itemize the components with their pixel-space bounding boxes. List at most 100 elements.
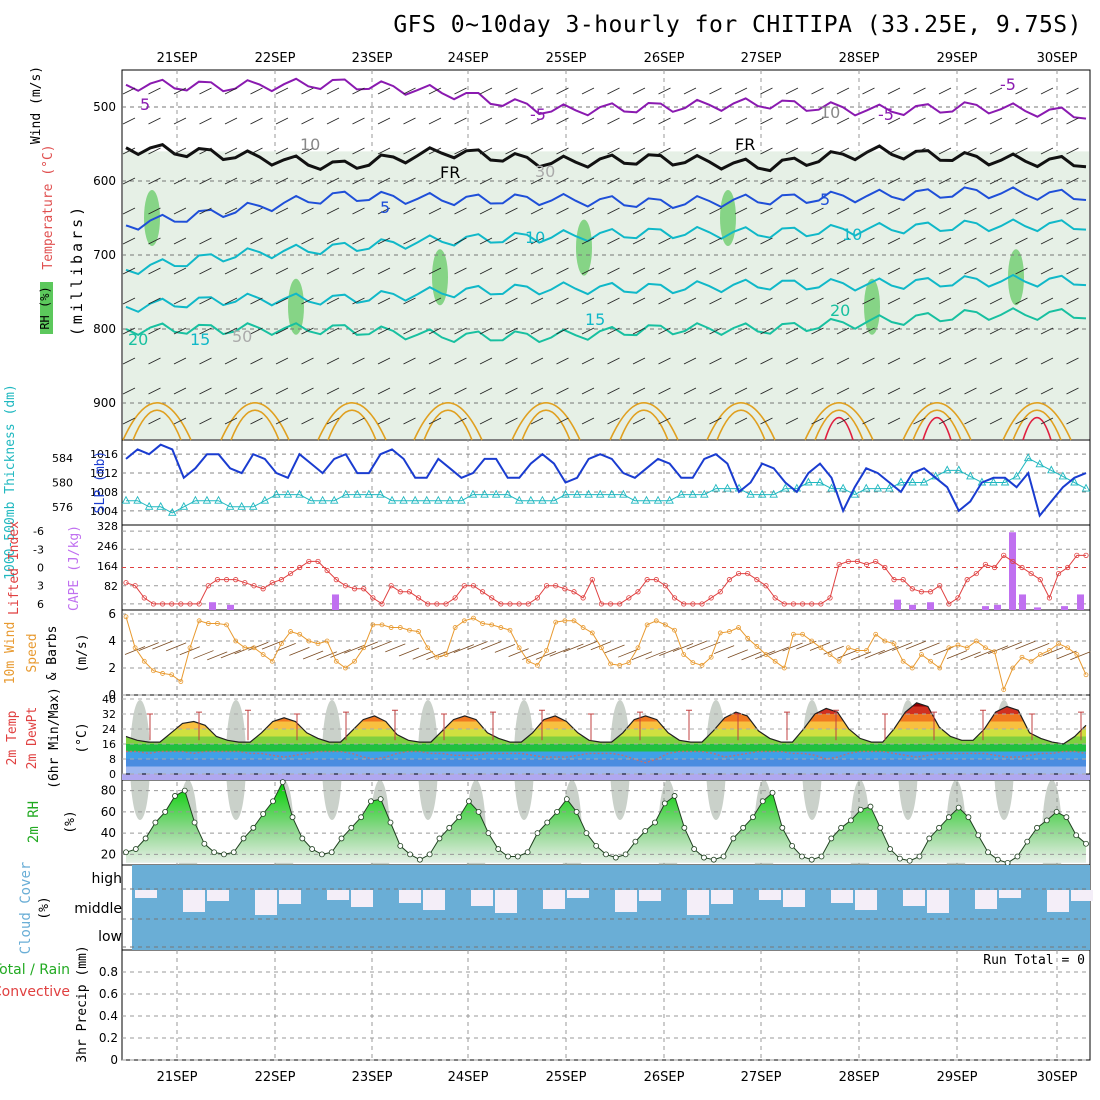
wind-barb: [836, 417, 850, 425]
wind-barb: [479, 357, 493, 365]
temperature-contour-surface: [423, 409, 473, 441]
wind-barb: [887, 207, 901, 215]
wind-barb: [811, 117, 824, 125]
lifted-index-point: [388, 583, 394, 589]
wind-barb: [1015, 357, 1028, 365]
contour-label: 10: [820, 103, 840, 122]
cape-bar: [1077, 594, 1084, 610]
cloud-level-label: high: [91, 871, 122, 887]
cloud-gap: [711, 890, 733, 904]
wind-barb-10m: [275, 642, 296, 652]
wind-speed-point: [608, 661, 613, 667]
wind-barb: [250, 207, 263, 215]
wind-barb: [785, 327, 799, 335]
wind-barb: [377, 387, 391, 395]
rh-point: [975, 832, 982, 839]
lifted-index-point: [287, 570, 294, 577]
wind-barb: [785, 357, 799, 365]
wind-barb: [122, 117, 136, 125]
contour-label: 10: [842, 225, 862, 244]
wind-barb: [964, 147, 977, 155]
wind-speed-point: [132, 645, 138, 651]
wind-speed-point: [279, 641, 284, 647]
wind-barb: [836, 297, 850, 305]
wind-barb: [1066, 357, 1079, 365]
wind-barb: [224, 237, 238, 245]
wind-barb: [938, 87, 952, 95]
rh-point: [534, 830, 541, 837]
wind-barb-10m: [960, 651, 981, 661]
wind-barb: [505, 207, 518, 215]
wind-barb: [428, 147, 442, 155]
thickness-point: [757, 489, 767, 498]
temperature-contour-surface: [317, 402, 387, 441]
wind10-units-label: (m/s): [75, 633, 90, 672]
wind-barb: [607, 357, 620, 365]
wind-barb: [301, 177, 314, 185]
lifted-index-point: [507, 601, 513, 607]
wind-barb: [428, 357, 442, 365]
wind-barb: [811, 237, 824, 245]
wind-barb: [199, 87, 212, 95]
wind-barb: [301, 237, 314, 245]
rh-point: [289, 814, 296, 821]
wind-barb: [530, 87, 544, 95]
wind-barb: [1015, 237, 1028, 245]
rh-area: [126, 782, 1086, 863]
thickness-point: [376, 489, 385, 498]
rh-point: [348, 824, 355, 831]
temperature-contour-surface: [122, 402, 192, 441]
temperature-contour-surface: [716, 409, 766, 441]
wind-speed-point: [151, 668, 156, 674]
wind-barb: [173, 267, 187, 275]
lifted-index-point: [580, 595, 586, 601]
wind-speed-point: [343, 665, 348, 671]
wind-barb: [760, 357, 773, 365]
wind-barb: [173, 147, 187, 155]
rh-point: [573, 808, 580, 815]
wind-barb: [989, 357, 1003, 365]
wind-barb: [581, 117, 595, 125]
temp-tick-label: 32: [102, 708, 116, 721]
thickness-point: [942, 465, 952, 474]
wind-speed-point: [772, 658, 778, 664]
lifted-index-point: [1083, 552, 1089, 558]
temperature-contour: [125, 186, 1087, 231]
lifted-index-point: [809, 601, 815, 607]
wind-barb: [403, 147, 416, 155]
temp-bands: [126, 702, 1086, 774]
wind-barb: [173, 177, 187, 185]
wind-speed-point: [324, 638, 330, 644]
thickness-point: [434, 495, 443, 504]
wind-barb: [148, 327, 161, 335]
temp-band: [126, 751, 1086, 759]
wind-barb: [1066, 147, 1079, 155]
wind-barb: [709, 387, 722, 395]
wind-barb-10m: [974, 649, 995, 659]
thickness-point: [1000, 477, 1010, 486]
cape-bar: [994, 604, 1001, 610]
contour-label: 10: [300, 135, 320, 154]
wind-barb: [1015, 327, 1028, 335]
rh-point: [652, 819, 658, 826]
rh-point: [181, 787, 188, 794]
thickness-point: [700, 489, 709, 498]
wind-barb: [581, 417, 595, 425]
rh-point: [799, 853, 805, 860]
wind-barb: [454, 417, 467, 425]
wind-barb: [250, 357, 263, 365]
thickness-point: [1081, 483, 1091, 492]
wind-barb: [326, 387, 340, 395]
lifted-index-point: [662, 583, 669, 589]
wind-barb: [581, 267, 595, 275]
wind-barb: [862, 267, 875, 275]
wind-speed-point: [891, 641, 897, 647]
wind-barb: [250, 267, 263, 275]
rh-point: [955, 804, 962, 811]
wind-barb: [301, 387, 314, 395]
wind-barb: [734, 267, 748, 275]
wind-barb: [122, 147, 136, 155]
wind-barb: [352, 177, 365, 185]
date-label-bottom: 27SEP: [741, 1070, 782, 1085]
wind-speed-point: [123, 614, 129, 620]
